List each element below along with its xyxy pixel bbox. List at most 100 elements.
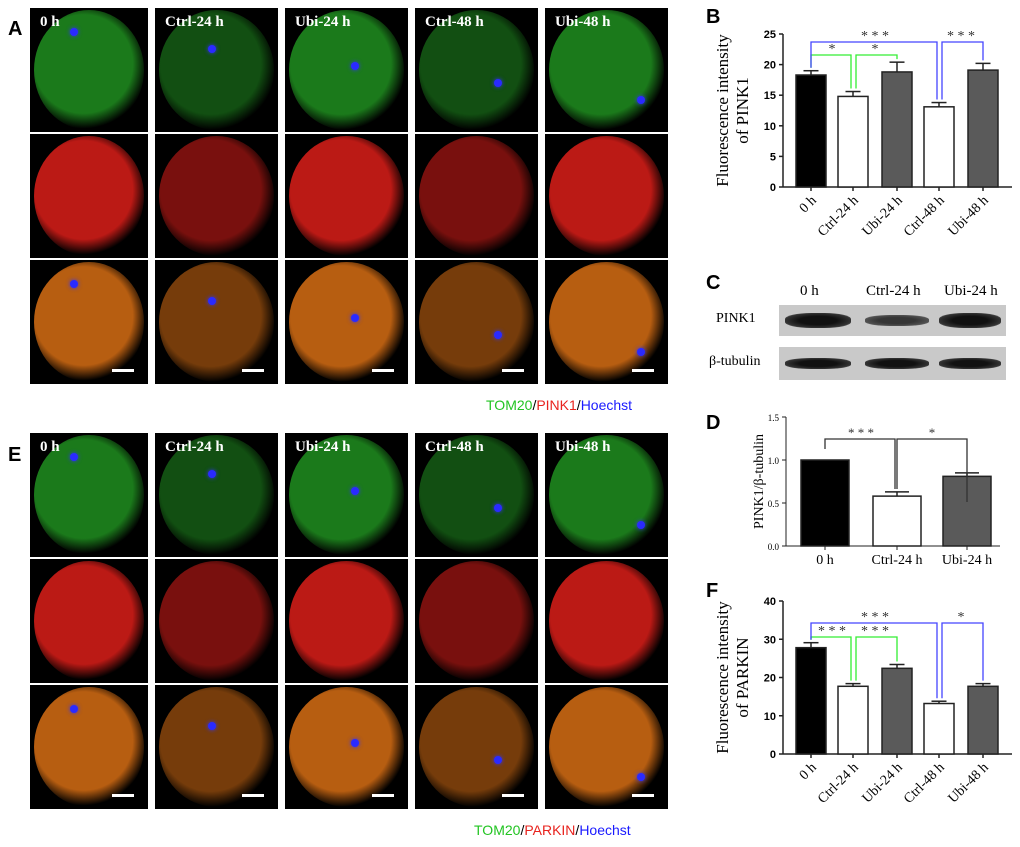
condition-label: Ubi-48 h	[555, 439, 611, 455]
legend-sep: /	[575, 822, 580, 838]
oocyte	[159, 136, 274, 256]
bar-0 h	[800, 459, 850, 547]
bar-Ubi-48 h	[967, 69, 999, 188]
micrograph-tom20-1: Ctrl-24 h	[155, 8, 278, 132]
y-axis-label: Fluorescence intensity	[713, 601, 732, 754]
legend-tom20: TOM20	[474, 822, 521, 838]
micrograph-pink1-4	[545, 134, 668, 258]
oocyte	[289, 687, 404, 807]
significance-label: *	[829, 42, 836, 57]
scale-bar	[372, 369, 394, 372]
y-tick-label: 10	[764, 121, 776, 133]
oocyte	[34, 435, 144, 555]
micrograph-merge-2	[285, 260, 408, 384]
y-tick-label: 40	[764, 596, 776, 608]
y-tick-label: 1.0	[768, 456, 780, 466]
nucleus	[494, 331, 502, 339]
nucleus	[351, 314, 359, 322]
micrograph-tom20-1: Ctrl-24 h	[155, 433, 278, 557]
x-tick-label: 0 h	[816, 553, 834, 568]
oocyte	[419, 687, 534, 807]
x-tick-label: Ubi-48 h	[946, 193, 992, 239]
legend-tom20: TOM20	[486, 397, 533, 413]
nucleus	[494, 504, 502, 512]
legend-pink1: PINK1	[536, 397, 577, 413]
panel-a-legend: TOM20/PINK1/Hoechst	[486, 397, 632, 413]
micrograph-merge-4	[545, 685, 668, 809]
condition-label: 0 h	[40, 439, 60, 455]
nucleus	[208, 45, 216, 53]
oocyte	[549, 435, 664, 555]
lane-label: 0 h	[800, 283, 819, 299]
significance-bracket	[941, 622, 984, 699]
bar-0 h	[795, 74, 827, 188]
oocyte	[34, 561, 144, 681]
y-tick-label: 0	[770, 749, 776, 761]
bar-Ubi-24 h	[881, 667, 913, 755]
oocyte	[289, 435, 404, 555]
y-tick-label: 5	[770, 151, 776, 163]
condition-label: Ctrl-48 h	[425, 14, 484, 30]
micrograph-tom20-0: 0 h	[30, 8, 148, 132]
significance-label: * * *	[861, 29, 889, 44]
significance-label: * * *	[861, 624, 889, 639]
x-tick-label: 0 h	[797, 760, 820, 783]
panel-label-b: B	[706, 6, 721, 28]
significance-bracket	[855, 636, 898, 681]
oocyte	[549, 10, 664, 130]
micrograph-merge-1	[155, 685, 278, 809]
micrograph-merge-3	[415, 685, 538, 809]
scale-bar	[112, 794, 134, 797]
y-tick-label: 20	[764, 60, 776, 72]
chart-f: 0 10 20 30 40 Fluorescence intensity of PARKIN…	[713, 596, 1012, 807]
x-tick-label: Ctrl-24 h	[815, 193, 862, 240]
y-tick-label: 15	[764, 90, 776, 102]
band	[865, 358, 929, 369]
panel-label-a: A	[8, 18, 23, 40]
oocyte	[34, 136, 144, 256]
y-axis-label: PINK1/β-tubulin	[752, 434, 767, 529]
y-tick-label: 30	[764, 634, 776, 646]
micrograph-parkin-4	[545, 559, 668, 683]
panel-label-c: C	[706, 272, 721, 294]
row-label-tubulin: β-tubulin	[709, 354, 761, 369]
oocyte	[289, 136, 404, 256]
micrograph-parkin-1	[155, 559, 278, 683]
scale-bar	[502, 794, 524, 797]
micrograph-tom20-3: Ctrl-48 h	[415, 433, 538, 557]
panel-label-d: D	[706, 412, 721, 434]
bar-Ctrl-24 h	[837, 95, 869, 188]
legend-sep: /	[576, 397, 581, 413]
y-tick-label: 25	[764, 29, 776, 41]
band	[785, 313, 851, 328]
oocyte	[289, 262, 404, 382]
oocyte	[159, 687, 274, 807]
panel-label-f: F	[706, 580, 719, 602]
oocyte	[34, 262, 144, 382]
nucleus	[351, 487, 359, 495]
y-tick-label: 20	[764, 673, 776, 685]
y-tick-label: 0.0	[768, 542, 780, 552]
y-axis-label: of PINK1	[733, 77, 752, 144]
blot-strip-pink1	[779, 305, 1006, 336]
lane-label: Ctrl-24 h	[866, 283, 921, 299]
micrograph-pink1-1	[155, 134, 278, 258]
micrograph-pink1-2	[285, 134, 408, 258]
oocyte	[419, 435, 534, 555]
significance-label: * * *	[818, 624, 846, 639]
x-tick-label: 0 h	[797, 193, 820, 216]
micrograph-tom20-2: Ubi-24 h	[285, 8, 408, 132]
condition-label: Ctrl-24 h	[165, 439, 224, 455]
oocyte	[159, 561, 274, 681]
oocyte	[549, 687, 664, 807]
nucleus	[637, 521, 645, 529]
y-tick-label: 0.5	[768, 499, 780, 509]
legend-sep: /	[532, 397, 537, 413]
y-tick-label: 1.5	[768, 413, 780, 423]
condition-label: Ctrl-24 h	[165, 14, 224, 30]
micrograph-tom20-3: Ctrl-48 h	[415, 8, 538, 132]
micrograph-tom20-4: Ubi-48 h	[545, 8, 668, 132]
bar-0 h	[795, 646, 827, 755]
oocyte	[419, 136, 534, 256]
oocyte	[419, 561, 534, 681]
